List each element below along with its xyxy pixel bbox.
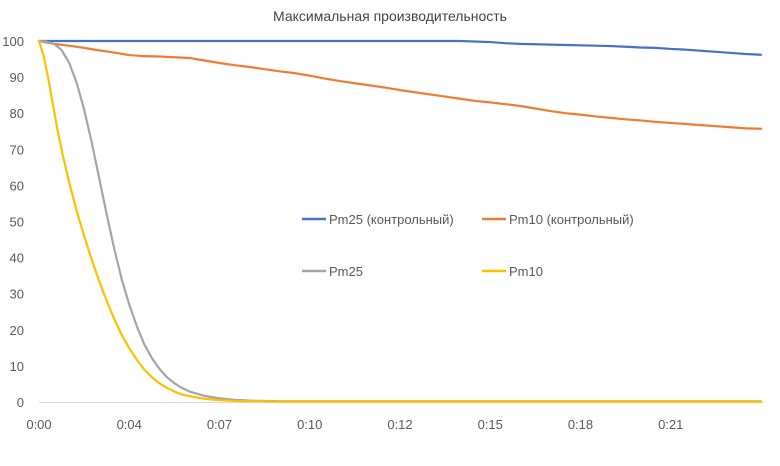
- x-tick-label: 0:10: [297, 417, 322, 432]
- series-line-pm10: [37, 39, 763, 403]
- legend-label: Pm25: [329, 264, 363, 279]
- y-tick-label: 80: [10, 106, 24, 121]
- x-tick-label: 0:12: [387, 417, 412, 432]
- legend: Pm25 (контрольный) Pm10 (контрольный) Pm25…: [302, 212, 634, 279]
- x-tick-label: 0:00: [26, 417, 51, 432]
- x-tick-label: 0:21: [658, 417, 683, 432]
- x-tick-label: 0:15: [478, 417, 503, 432]
- series-line-pm25-: [37, 39, 763, 56]
- chart-title: Максимальная производительность: [273, 8, 507, 24]
- legend-item: Pm10: [482, 264, 543, 279]
- y-tick-label: 20: [10, 323, 24, 338]
- y-tick-label: 50: [10, 215, 24, 230]
- x-tick-label: 0:18: [568, 417, 593, 432]
- legend-label: Pm10: [509, 264, 543, 279]
- legend-item: Pm25: [302, 264, 363, 279]
- y-tick-label: 10: [10, 359, 24, 374]
- y-axis: 0 10 20 30 40 50 60 70 80 90 100: [2, 34, 24, 410]
- legend-item: Pm10 (контрольный): [482, 212, 634, 227]
- y-tick-label: 60: [10, 178, 24, 193]
- series-layer: [37, 39, 763, 403]
- y-tick-label: 90: [10, 70, 24, 85]
- x-axis: 0:00 0:04 0:07 0:10 0:12 0:15 0:18 0:21: [26, 402, 764, 432]
- y-tick-label: 30: [10, 287, 24, 302]
- y-tick-label: 40: [10, 251, 24, 266]
- y-tick-label: 70: [10, 142, 24, 157]
- x-tick-label: 0:04: [117, 417, 142, 432]
- y-tick-label: 100: [2, 34, 24, 49]
- legend-item: Pm25 (контрольный): [302, 212, 454, 227]
- x-tick-label: 0:07: [207, 417, 232, 432]
- series-line-pm10-: [37, 39, 763, 130]
- legend-label: Pm25 (контрольный): [329, 212, 454, 227]
- y-tick-label: 0: [17, 395, 24, 410]
- legend-label: Pm10 (контрольный): [509, 212, 634, 227]
